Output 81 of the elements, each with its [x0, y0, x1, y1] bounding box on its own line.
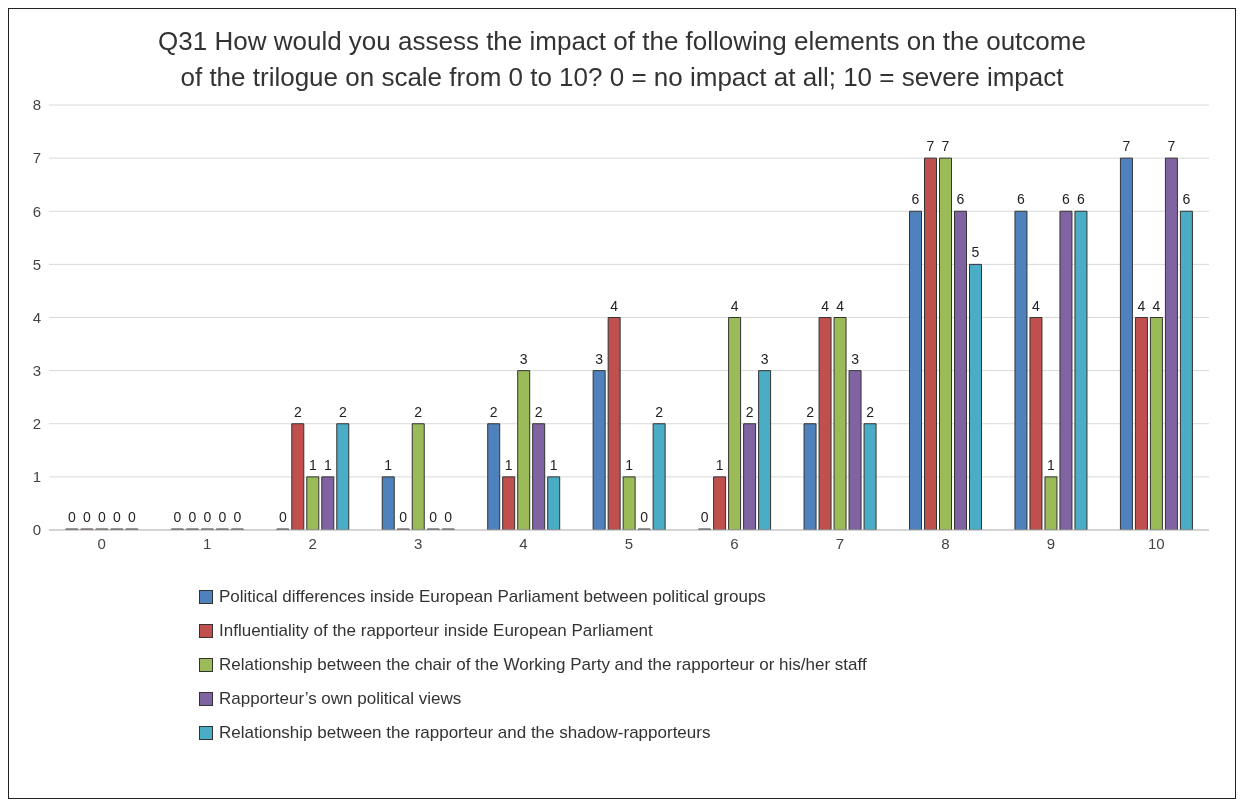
data-label: 7: [941, 138, 950, 155]
data-label: 1: [715, 456, 724, 473]
data-label: 0: [429, 509, 438, 525]
data-label: 4: [610, 297, 619, 314]
data-label: 0: [203, 509, 212, 525]
data-label: 1: [308, 456, 317, 473]
data-label: 3: [519, 350, 528, 367]
data-label: 6: [1062, 191, 1071, 208]
x-tick-label: 8: [941, 534, 950, 552]
data-label: 2: [534, 403, 543, 420]
data-label: 0: [640, 509, 649, 525]
data-label: 4: [730, 297, 739, 314]
y-tick-label: 0: [32, 521, 41, 539]
y-tick-label: 8: [32, 96, 41, 114]
data-label: 4: [836, 297, 845, 314]
data-label: 0: [188, 509, 197, 525]
data-label: 3: [760, 350, 769, 367]
data-label: 6: [911, 191, 920, 208]
legend-label: Relationship between the rapporteur and the shadow-rapporteurs: [219, 722, 711, 744]
data-label: 1: [625, 456, 634, 473]
data-label: 4: [1152, 297, 1161, 314]
x-tick-label: 4: [519, 534, 528, 552]
data-label: 0: [218, 509, 227, 525]
x-tick-label: 9: [1046, 534, 1055, 552]
data-label: 2: [806, 403, 815, 420]
y-tick-label: 2: [32, 415, 41, 433]
data-label: 7: [1122, 138, 1131, 155]
y-tick-label: 1: [32, 468, 41, 486]
x-tick-label: 3: [413, 534, 423, 552]
y-tick-label: 4: [32, 308, 41, 326]
data-label: 0: [67, 509, 76, 525]
data-label: 1: [1047, 456, 1056, 473]
data-label: 0: [82, 509, 91, 525]
data-label: 2: [293, 403, 302, 420]
legend-label: Influentiality of the rapporteur inside European Parliament: [219, 620, 653, 642]
chart-title: Q31 How would you assess the impact of the following elements on the outcome of the trilogue on scale from 0 to 10? 0 = no impact at all; 10 = severe impact: [157, 25, 1087, 94]
data-label: 6: [1182, 191, 1191, 208]
data-label: 0: [173, 509, 182, 525]
data-label: 4: [1137, 297, 1146, 314]
data-label: 0: [444, 509, 453, 525]
data-label: 0: [399, 509, 408, 525]
data-label: 1: [384, 456, 393, 473]
legend-label: Relationship between the chair of the Working Party and the rapporteur or his/her staff: [219, 654, 867, 676]
data-label: 6: [1017, 191, 1026, 208]
data-label: 6: [956, 191, 965, 208]
data-label: 0: [127, 509, 136, 525]
data-label: 0: [233, 509, 242, 525]
data-label: 4: [1032, 297, 1041, 314]
legend-label: Political differences inside European Parliament between political groups: [219, 586, 766, 608]
data-label: 2: [338, 403, 347, 420]
data-label: 1: [323, 456, 332, 473]
data-label: 0: [278, 509, 287, 525]
data-label: 3: [851, 350, 860, 367]
x-tick-label: 0: [97, 534, 106, 552]
data-label: 1: [549, 456, 558, 473]
x-tick-label: 2: [308, 534, 317, 552]
data-label: 2: [655, 403, 664, 420]
y-tick-label: 5: [32, 255, 41, 273]
legend-label: Rapporteur’s own political views: [219, 688, 462, 710]
y-tick-label: 7: [32, 149, 41, 167]
data-label: 1: [504, 456, 513, 473]
data-label: 4: [821, 297, 830, 314]
y-tick-label: 6: [32, 202, 41, 220]
x-tick-label: 1: [203, 534, 212, 552]
y-tick-label: 3: [32, 361, 41, 379]
data-label: 0: [700, 509, 709, 525]
data-label: 3: [595, 350, 604, 367]
x-tick-label: 5: [624, 534, 634, 552]
data-label: 2: [489, 403, 498, 420]
data-label: 0: [97, 509, 106, 525]
data-label: 0: [112, 509, 121, 525]
data-label: 5: [971, 244, 980, 261]
data-label: 7: [1167, 138, 1176, 155]
x-tick-label: 7: [835, 534, 845, 552]
x-tick-label: 10: [1147, 534, 1165, 552]
data-label: 2: [414, 403, 423, 420]
data-label: 7: [926, 138, 935, 155]
data-label: 2: [866, 403, 875, 420]
data-label: 6: [1077, 191, 1086, 208]
x-tick-label: 6: [730, 534, 739, 552]
data-label: 2: [745, 403, 754, 420]
